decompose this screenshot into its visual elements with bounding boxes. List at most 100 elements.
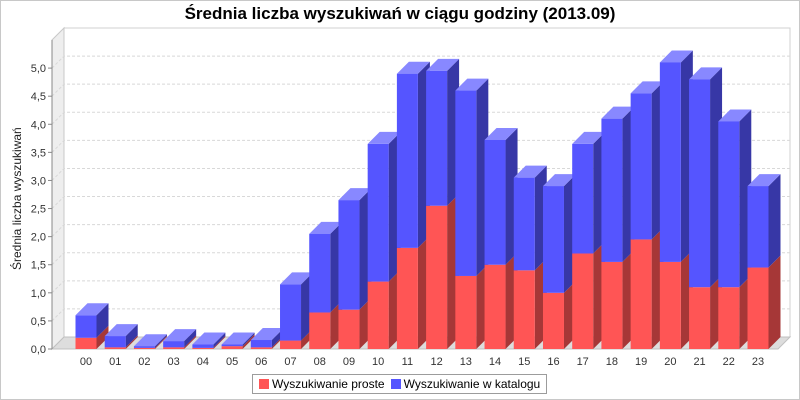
- bar-0-20: [659, 261, 681, 349]
- bar-1-12: [426, 70, 448, 206]
- x-tick-label: 06: [255, 356, 267, 368]
- bar-side-0-02: [154, 335, 167, 349]
- x-tick-label: 12: [430, 356, 442, 368]
- bar-0-05: [221, 346, 243, 349]
- x-tick-label: 22: [723, 356, 735, 368]
- bar-top-1-15: [513, 165, 547, 178]
- bar-side-1-01: [125, 324, 138, 348]
- x-tick-label: 01: [109, 356, 121, 368]
- bar-1-22: [718, 121, 740, 288]
- legend-item-simple: Wyszukiwanie proste: [259, 377, 385, 391]
- bar-1-03: [163, 341, 185, 348]
- x-tick-label: 07: [284, 356, 296, 368]
- bar-0-10: [367, 281, 389, 349]
- bar-0-07: [280, 340, 302, 349]
- y-tick-label: 4,0: [31, 119, 46, 131]
- y-tick-label: 0,0: [31, 344, 46, 356]
- bar-top-1-17: [572, 131, 606, 144]
- gridline: [51, 167, 790, 181]
- bar-0-18: [601, 261, 623, 349]
- bar-top-1-11: [396, 61, 430, 74]
- bar-top-1-13: [455, 78, 489, 91]
- bar-top-1-21: [689, 67, 723, 80]
- bar-side-0-05: [242, 334, 255, 349]
- bar-side-1-03: [184, 329, 197, 348]
- bar-0-03: [163, 347, 185, 349]
- bar-1-16: [542, 186, 564, 293]
- bar-1-02: [133, 346, 155, 348]
- x-tick-label: 02: [138, 356, 150, 368]
- bar-1-15: [513, 177, 535, 271]
- bar-side-0-23: [768, 255, 781, 349]
- bar-1-14: [484, 140, 506, 265]
- x-tick-label: 10: [372, 356, 384, 368]
- x-tick-label: 09: [343, 356, 355, 368]
- legend-label-simple: Wyszukiwanie proste: [272, 377, 385, 391]
- legend-swatch-catalog: [390, 379, 401, 389]
- bar-1-20: [659, 62, 681, 262]
- x-tick-label: 08: [314, 356, 326, 368]
- bar-top-1-06: [250, 328, 284, 341]
- bar-top-1-07: [280, 272, 314, 285]
- x-tick-label: 00: [80, 356, 92, 368]
- bar-0-09: [338, 309, 360, 349]
- gridline: [51, 111, 790, 125]
- bar-top-1-01: [104, 324, 138, 337]
- bar-0-11: [396, 247, 418, 349]
- x-tick-label: 14: [489, 356, 501, 368]
- x-tick-label: 23: [752, 356, 764, 368]
- bar-0-08: [309, 312, 331, 349]
- bar-0-16: [542, 292, 564, 349]
- bar-top-1-00: [75, 303, 109, 316]
- bar-side-1-04: [213, 332, 226, 348]
- bar-top-1-05: [221, 332, 255, 345]
- bar-1-11: [396, 73, 418, 248]
- bar-0-01: [104, 347, 126, 349]
- bar-top-1-08: [309, 221, 343, 234]
- bar-1-09: [338, 200, 360, 310]
- bar-0-19: [630, 239, 652, 349]
- bar-top-1-10: [367, 131, 401, 144]
- x-tick-label: 20: [664, 356, 676, 368]
- y-tick-label: 0,5: [31, 316, 46, 328]
- bar-0-21: [689, 287, 711, 349]
- bar-0-22: [718, 287, 740, 349]
- bar-1-00: [75, 315, 97, 338]
- bar-1-01: [104, 336, 126, 348]
- bar-side-1-00: [96, 303, 109, 338]
- x-tick-label: 16: [547, 356, 559, 368]
- bar-side-0-01: [125, 335, 138, 349]
- x-tick-label: 13: [460, 356, 472, 368]
- bar-top-1-04: [192, 332, 226, 345]
- bar-top-1-22: [718, 109, 752, 122]
- y-tick-label: 3,0: [31, 175, 46, 187]
- gridline: [51, 55, 790, 69]
- chart-title: Średnia liczba wyszukiwań w ciągu godzin…: [184, 4, 616, 23]
- bar-top-1-09: [338, 188, 372, 201]
- y-tick-label: 2,0: [31, 232, 46, 244]
- bar-0-15: [513, 270, 535, 349]
- legend-swatch-simple: [259, 379, 269, 389]
- bar-side-0-00: [96, 325, 109, 349]
- bar-0-13: [455, 275, 477, 349]
- bar-1-06: [250, 340, 272, 348]
- bar-side-0-04: [213, 335, 226, 349]
- bar-1-04: [192, 344, 214, 348]
- plot-left-wall: [51, 26, 65, 351]
- bar-1-10: [367, 143, 389, 282]
- bar-1-23: [747, 186, 769, 268]
- x-tick-label: 05: [226, 356, 238, 368]
- bar-top-1-02: [133, 334, 167, 347]
- bar-0-23: [747, 267, 769, 349]
- x-tick-label: 03: [168, 356, 180, 368]
- legend-label-catalog: Wyszukiwanie w katalogu: [403, 377, 541, 391]
- x-tick-label: 11: [402, 356, 413, 368]
- bar-1-07: [280, 284, 302, 341]
- bar-top-1-03: [163, 329, 197, 342]
- bar-side-1-23: [768, 174, 781, 268]
- bar-0-17: [572, 253, 594, 349]
- y-tick-label: 1,5: [31, 260, 46, 272]
- x-tick-label: 17: [577, 356, 589, 368]
- x-tick-label: 18: [606, 356, 618, 368]
